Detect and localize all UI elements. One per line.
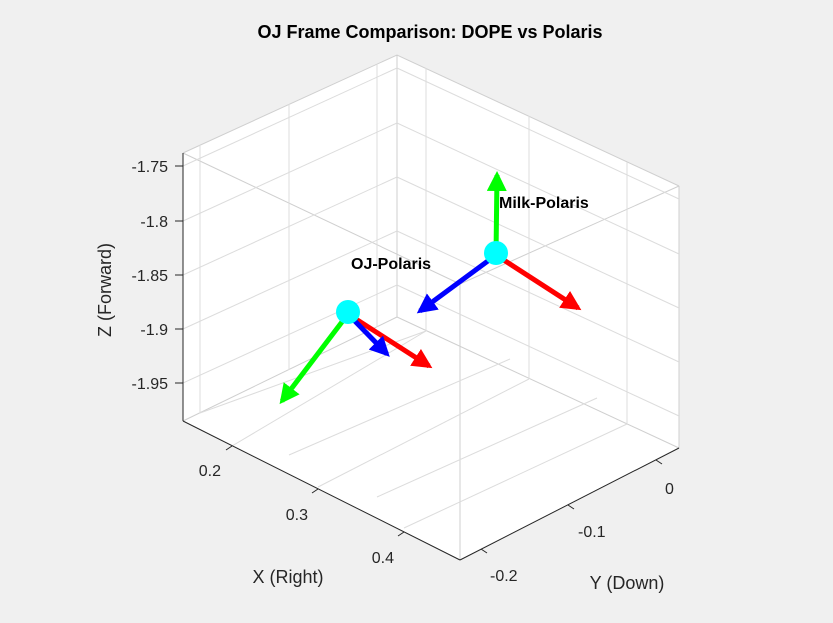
plot-back-faces [183, 55, 679, 560]
milk-y-axis-arrow [416, 252, 498, 314]
oj-origin-marker [336, 300, 360, 324]
z-tick-label: -1.9 [140, 322, 168, 339]
plot-box-front [182, 153, 680, 561]
grid-lines [182, 64, 680, 529]
chart-title: OJ Frame Comparison: DOPE vs Polaris [257, 22, 602, 42]
axis-ticks [175, 165, 663, 554]
milk-x-axis-arrow [494, 252, 582, 311]
x-tick-label: 0.2 [199, 463, 221, 480]
y-axis-label: Y (Down) [590, 573, 665, 593]
y-tick-label: -0.2 [490, 568, 518, 585]
z-tick-label: -1.85 [132, 268, 169, 285]
z-tick-label: -1.95 [132, 376, 169, 393]
milk-origin-marker [484, 241, 508, 265]
z-tick-label: -1.8 [140, 214, 168, 231]
frame-milk-polaris: Milk-Polaris [416, 171, 589, 314]
frame-oj-polaris: OJ-Polaris [279, 256, 433, 405]
z-axis-label: Z (Forward) [95, 243, 115, 337]
y-tick-labels: 0 -0.1 -0.2 [490, 481, 674, 585]
x-axis-label: X (Right) [252, 567, 323, 587]
x-tick-labels: 0.2 0.3 0.4 [199, 463, 394, 567]
y-tick-label: -0.1 [578, 524, 606, 541]
milk-frame-label: Milk-Polaris [499, 195, 589, 212]
y-tick-label: 0 [665, 481, 674, 498]
z-tick-label: -1.75 [132, 159, 169, 176]
oj-z-axis-arrow [279, 312, 350, 405]
x-tick-label: 0.4 [372, 550, 394, 567]
x-tick-label: 0.3 [286, 507, 308, 524]
oj-frame-label: OJ-Polaris [351, 256, 431, 273]
z-tick-labels: -1.75 -1.8 -1.85 -1.9 -1.95 [132, 159, 169, 393]
